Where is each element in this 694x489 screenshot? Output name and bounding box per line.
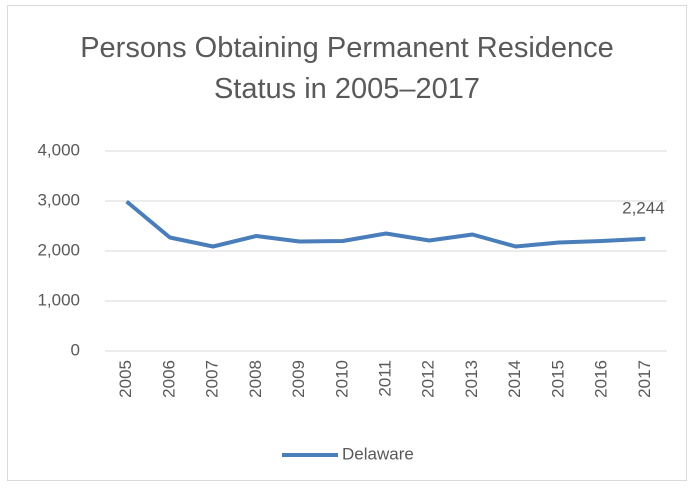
y-tick-label: 2,000 (37, 240, 80, 259)
x-tick-label: 2007 (203, 360, 222, 398)
x-tick-label: 2011 (375, 360, 394, 397)
y-tick-label: 0 (71, 340, 80, 359)
y-tick-label: 1,000 (37, 290, 80, 309)
x-tick-label: 2013 (462, 360, 481, 398)
x-tick-label: 2012 (419, 360, 438, 398)
x-tick-label: 2014 (505, 360, 524, 398)
x-tick-label: 2009 (289, 360, 308, 398)
x-tick-label: 2008 (246, 360, 265, 398)
x-tick-label: 2017 (635, 360, 654, 398)
chart-title: Persons Obtaining Permanent Residence St… (80, 32, 614, 105)
x-tick-label: 2010 (332, 360, 351, 398)
x-tick-label: 2015 (548, 360, 567, 398)
data-label: 2,244 (622, 198, 665, 217)
y-tick-label: 4,000 (37, 140, 80, 159)
x-tick-label: 2005 (116, 360, 135, 398)
legend-label: Delaware (342, 444, 414, 463)
x-tick-label: 2006 (159, 360, 178, 398)
line-series (125, 199, 646, 249)
y-tick-label: 3,000 (37, 190, 80, 209)
x-tick-label: 2016 (592, 360, 611, 398)
